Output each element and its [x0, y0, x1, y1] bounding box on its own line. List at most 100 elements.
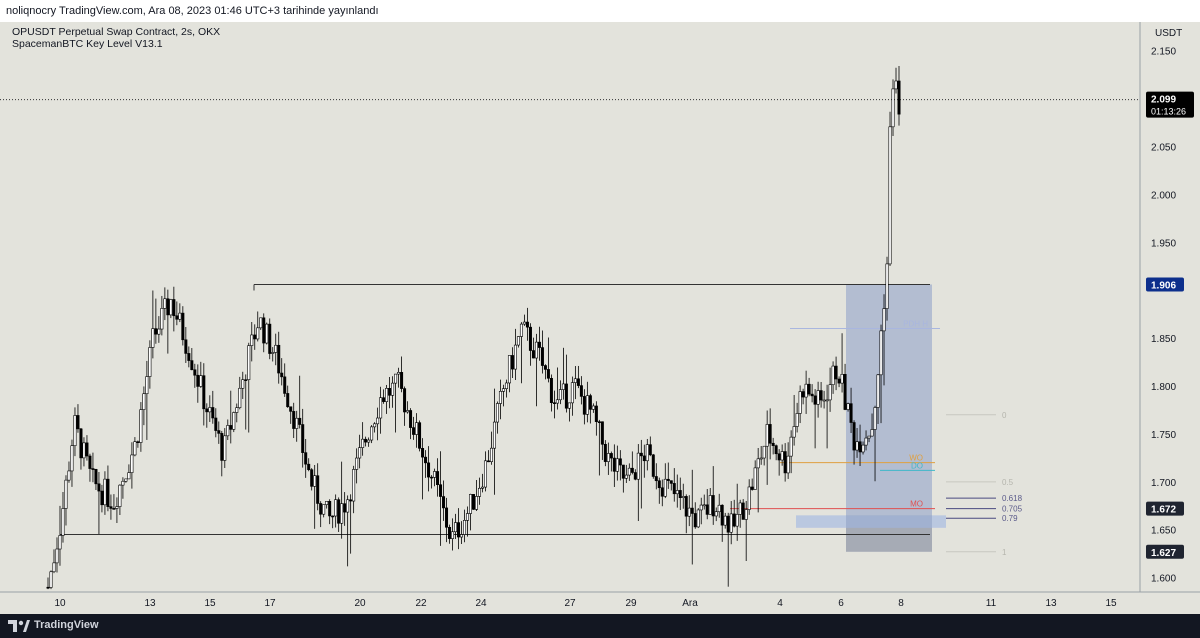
- footer-bar: TradingView: [0, 614, 1200, 638]
- chart-panel[interactable]: USDT 2.150 2.050 2.000 1.950 1.850 1.800 1.750 1…: [0, 22, 1200, 614]
- x-tick-label: 8: [898, 598, 904, 609]
- publish-header: noliqnocry TradingView.com, Ara 08, 2023…: [0, 0, 1200, 22]
- candle-body: [115, 506, 119, 509]
- candle-body: [519, 323, 523, 337]
- candle-body: [292, 411, 296, 429]
- candle-body: [289, 406, 293, 412]
- candle-body: [226, 425, 230, 437]
- x-tick-label: 13: [1045, 598, 1057, 609]
- candle-body: [442, 496, 446, 509]
- candle-body: [256, 327, 260, 340]
- candle-body: [657, 480, 661, 489]
- candle-body: [840, 373, 844, 384]
- candle-body: [91, 468, 95, 470]
- candle-body: [849, 403, 853, 423]
- candle-body: [534, 341, 538, 359]
- candle-body: [522, 321, 526, 325]
- x-tick-label: 15: [1105, 598, 1117, 609]
- candle-body: [867, 435, 871, 439]
- price-label-box: [1146, 544, 1184, 559]
- candle-body: [558, 389, 562, 401]
- candle-body: [726, 515, 730, 533]
- candle-body: [474, 496, 478, 510]
- candle-body: [879, 330, 883, 376]
- candle-body: [103, 478, 107, 506]
- candle-body: [723, 515, 727, 526]
- candle-body: [181, 312, 185, 341]
- candle-body: [400, 372, 404, 389]
- candle-body: [708, 495, 712, 515]
- candle-body: [64, 479, 68, 509]
- candle-body: [771, 442, 775, 446]
- candle-body: [166, 298, 170, 316]
- candle-body: [130, 454, 134, 473]
- candle-body: [157, 328, 161, 335]
- time-axis[interactable]: 10 13 15 17 20 22 24 27 29 Ara 4 6 8 11 13 15: [0, 591, 1200, 609]
- candle-body: [271, 352, 275, 354]
- candle-body: [624, 474, 628, 479]
- candle-body: [139, 409, 143, 443]
- candle-body: [594, 405, 598, 422]
- candle-body: [439, 484, 443, 497]
- candle-body: [636, 452, 640, 480]
- candle-body: [55, 548, 59, 564]
- candle-body: [804, 383, 808, 398]
- y-tick-label: 1.600: [1151, 574, 1176, 585]
- candle-body: [504, 382, 508, 389]
- candle-body: [540, 347, 544, 366]
- level-label-do: DO: [911, 461, 923, 470]
- x-tick-label: Ara: [682, 598, 698, 609]
- candle-body: [813, 395, 817, 405]
- candle-body: [585, 395, 589, 415]
- y-tick-label: 1.950: [1151, 238, 1176, 249]
- candle-body: [567, 402, 571, 409]
- candle-body: [828, 384, 832, 401]
- candle-body: [663, 478, 667, 497]
- candle-body: [220, 433, 224, 461]
- candle-body: [196, 374, 200, 387]
- candle-body: [343, 503, 347, 513]
- candle-body: [579, 385, 583, 397]
- candle-body: [232, 412, 236, 430]
- price-axis[interactable]: USDT 2.150 2.050 2.000 1.950 1.850 1.800 1.750 1…: [1139, 22, 1182, 592]
- candle-body: [549, 377, 553, 403]
- fib-label: 0.705: [1002, 505, 1023, 514]
- candle-body: [100, 490, 104, 506]
- price-label-box: [1146, 501, 1184, 516]
- candle-body: [573, 378, 577, 383]
- candle-body: [552, 402, 556, 404]
- candle-body: [603, 443, 607, 462]
- candle-body: [678, 490, 682, 499]
- candle-body: [334, 499, 338, 517]
- tradingview-brand: TradingView: [34, 619, 99, 631]
- candle-body: [792, 426, 796, 438]
- candle-body: [582, 396, 586, 415]
- candle-body: [457, 522, 461, 538]
- candle-body: [337, 499, 341, 524]
- candle-body: [831, 365, 835, 386]
- candle-body: [732, 513, 736, 527]
- candle-body: [543, 365, 547, 370]
- candle-body: [301, 424, 305, 453]
- candle-body: [564, 383, 568, 409]
- chart-canvas[interactable]: USDT 2.150 2.050 2.000 1.950 1.850 1.800 1.750 1…: [0, 22, 1200, 614]
- candle-body: [94, 469, 98, 485]
- candle-body: [304, 452, 308, 465]
- candle-body: [187, 353, 191, 361]
- candle-body: [750, 486, 754, 490]
- candle-body: [403, 388, 407, 413]
- fib-label: 0.5: [1002, 478, 1014, 487]
- candle-body: [606, 453, 610, 462]
- candle-body: [394, 373, 398, 384]
- candle-body: [555, 399, 559, 404]
- candle-body: [687, 507, 691, 517]
- candle-body: [352, 469, 356, 502]
- y-tick-label: 2.000: [1151, 190, 1176, 201]
- candle-body: [109, 506, 113, 509]
- price-label-value: 1.672: [1151, 505, 1176, 516]
- candle-body: [277, 344, 281, 374]
- candle-body: [618, 458, 622, 466]
- candle-body: [795, 413, 799, 427]
- candle-body: [361, 438, 365, 448]
- candle-body: [319, 503, 323, 515]
